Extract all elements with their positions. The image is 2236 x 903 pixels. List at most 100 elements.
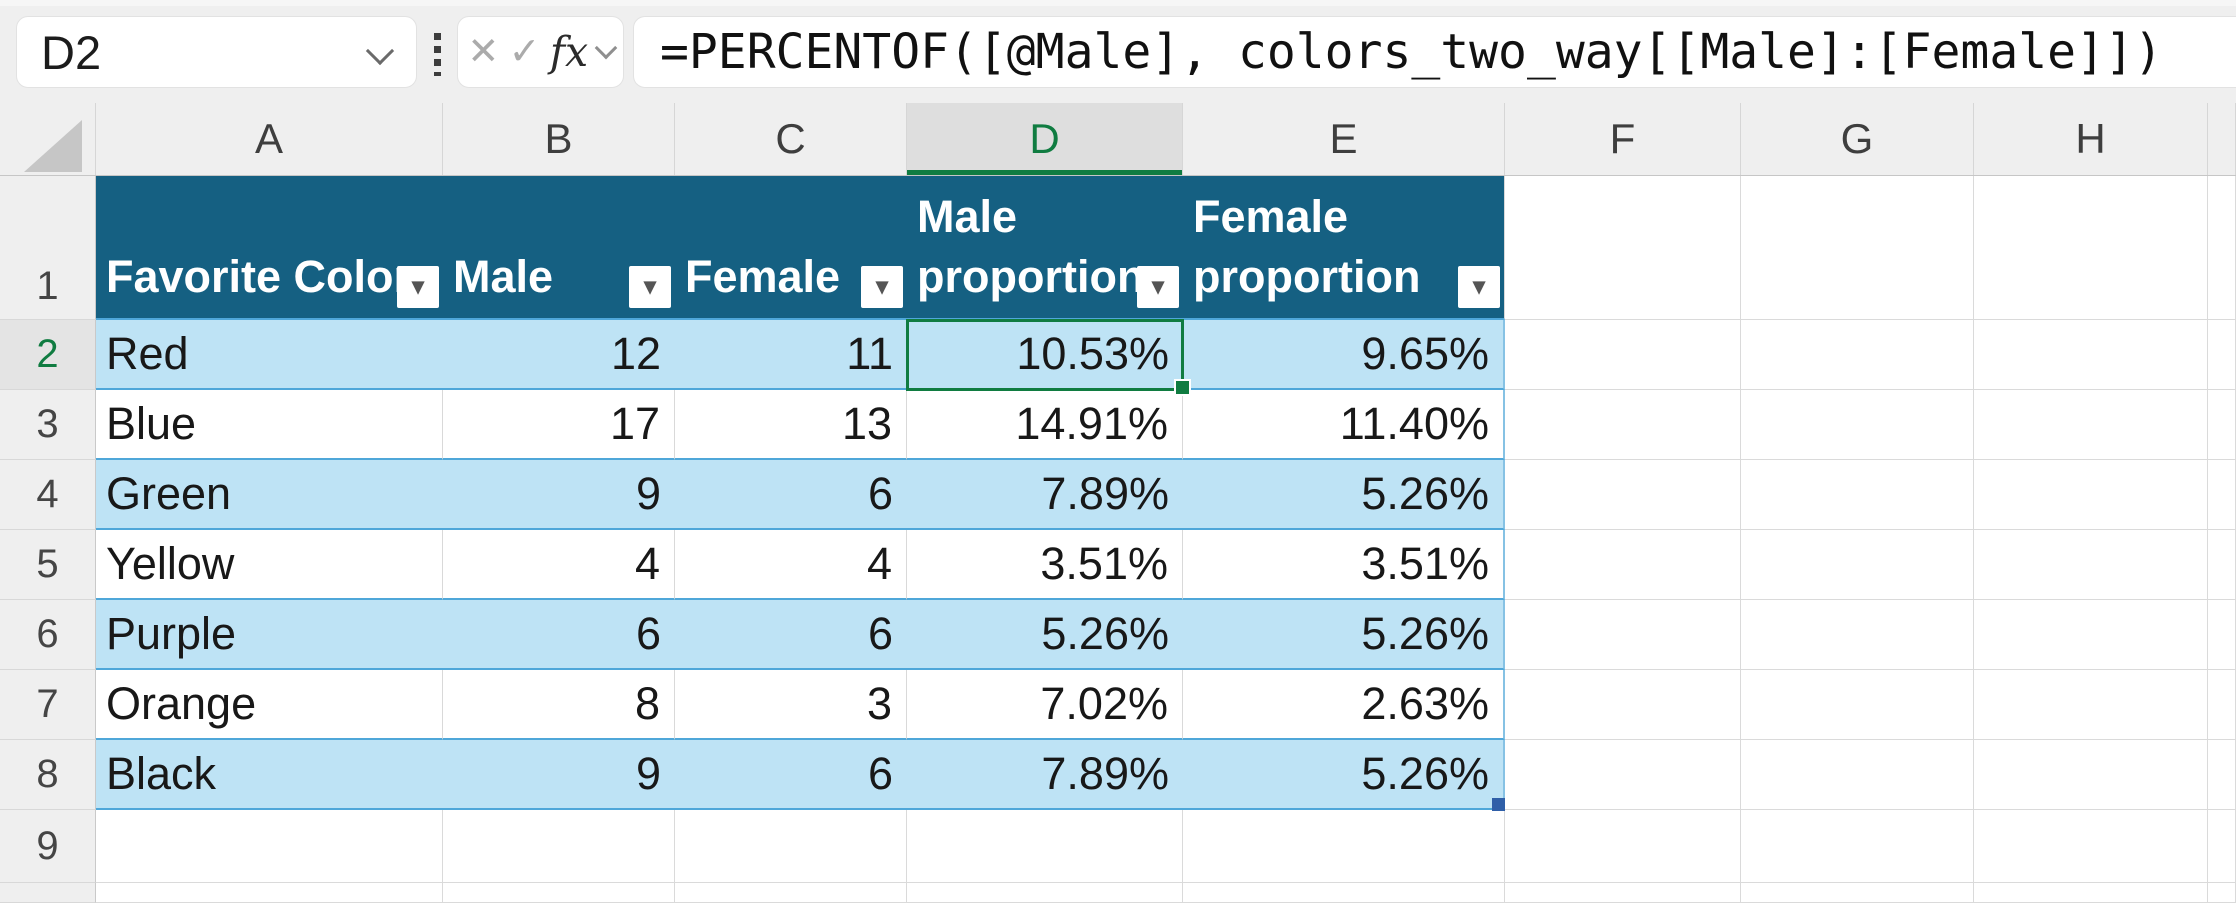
- cell-B8[interactable]: 9: [443, 740, 675, 810]
- empty-cell[interactable]: [1505, 600, 1741, 670]
- table-header-male[interactable]: Male ▾: [443, 176, 675, 320]
- cell-A8[interactable]: Black: [96, 740, 443, 810]
- cancel-icon[interactable]: ✕: [467, 31, 500, 73]
- name-box-chevron-down-icon[interactable]: [365, 36, 395, 66]
- empty-cell[interactable]: [675, 810, 907, 883]
- empty-cell[interactable]: [1974, 810, 2208, 883]
- row-header-10[interactable]: [0, 883, 96, 903]
- empty-cell[interactable]: [1741, 883, 1974, 903]
- select-all-button[interactable]: [0, 103, 96, 175]
- table-header-female-proportion[interactable]: Female proportion ▾: [1183, 176, 1505, 320]
- empty-cell[interactable]: [1505, 530, 1741, 600]
- empty-cell-F1[interactable]: [1505, 176, 1741, 320]
- column-header-H[interactable]: H: [1974, 103, 2208, 175]
- empty-cell[interactable]: [1974, 390, 2208, 460]
- empty-cell[interactable]: [1974, 600, 2208, 670]
- cell-C4[interactable]: 6: [675, 460, 907, 530]
- cell-D7[interactable]: 7.02%: [907, 670, 1183, 740]
- cell-E5[interactable]: 3.51%: [1183, 530, 1505, 600]
- formula-bar-input[interactable]: =PERCENTOF([@Male], colors_two_way[[Male…: [633, 16, 2236, 88]
- empty-cell[interactable]: [1505, 670, 1741, 740]
- row-header-7[interactable]: 7: [0, 670, 96, 740]
- empty-cell[interactable]: [1183, 810, 1505, 883]
- empty-cell-G1[interactable]: [1741, 176, 1974, 320]
- empty-cell[interactable]: [2208, 320, 2236, 390]
- empty-cell[interactable]: [1974, 320, 2208, 390]
- empty-cell-partial[interactable]: [2208, 176, 2236, 320]
- empty-cell[interactable]: [1974, 460, 2208, 530]
- cell-C6[interactable]: 6: [675, 600, 907, 670]
- empty-cell[interactable]: [675, 883, 907, 903]
- cell-D6[interactable]: 5.26%: [907, 600, 1183, 670]
- cell-C3[interactable]: 13: [675, 390, 907, 460]
- row-header-1[interactable]: 1: [0, 176, 96, 320]
- cell-A5[interactable]: Yellow: [96, 530, 443, 600]
- column-header-B[interactable]: B: [443, 103, 675, 175]
- table-resize-handle[interactable]: [1492, 798, 1505, 811]
- empty-cell[interactable]: [2208, 670, 2236, 740]
- empty-cell[interactable]: [1505, 810, 1741, 883]
- cell-E4[interactable]: 5.26%: [1183, 460, 1505, 530]
- cell-A3[interactable]: Blue: [96, 390, 443, 460]
- empty-cell[interactable]: [1741, 740, 1974, 810]
- cell-D5[interactable]: 3.51%: [907, 530, 1183, 600]
- cell-C8[interactable]: 6: [675, 740, 907, 810]
- empty-cell[interactable]: [96, 883, 443, 903]
- empty-cell[interactable]: [1741, 390, 1974, 460]
- cell-C2[interactable]: 11: [675, 320, 907, 390]
- enter-icon[interactable]: ✓: [508, 31, 541, 73]
- formula-options-chevron-down-icon[interactable]: [594, 36, 617, 60]
- row-header-9[interactable]: 9: [0, 810, 96, 883]
- column-header-G[interactable]: G: [1741, 103, 1974, 175]
- empty-cell[interactable]: [1974, 883, 2208, 903]
- cell-E3[interactable]: 11.40%: [1183, 390, 1505, 460]
- empty-cell[interactable]: [2208, 530, 2236, 600]
- empty-cell[interactable]: [1505, 460, 1741, 530]
- cell-D8[interactable]: 7.89%: [907, 740, 1183, 810]
- empty-cell-H1[interactable]: [1974, 176, 2208, 320]
- filter-button[interactable]: ▾: [861, 266, 903, 308]
- table-header-female[interactable]: Female ▾: [675, 176, 907, 320]
- column-header-E[interactable]: E: [1183, 103, 1505, 175]
- cell-A2[interactable]: Red: [96, 320, 443, 390]
- cell-E8[interactable]: 5.26%: [1183, 740, 1505, 811]
- row-header-5[interactable]: 5: [0, 530, 96, 600]
- empty-cell[interactable]: [2208, 600, 2236, 670]
- formula-bar-drag-handle-icon[interactable]: [434, 33, 441, 76]
- empty-cell[interactable]: [1974, 530, 2208, 600]
- cell-A4[interactable]: Green: [96, 460, 443, 530]
- name-box[interactable]: D2: [16, 16, 417, 88]
- cell-B4[interactable]: 9: [443, 460, 675, 530]
- empty-cell[interactable]: [96, 810, 443, 883]
- filter-button[interactable]: ▾: [629, 266, 671, 308]
- empty-cell[interactable]: [1741, 320, 1974, 390]
- empty-cell[interactable]: [1505, 390, 1741, 460]
- column-header-C[interactable]: C: [675, 103, 907, 175]
- empty-cell[interactable]: [2208, 390, 2236, 460]
- selection-fill-handle[interactable]: [1174, 379, 1191, 396]
- empty-cell[interactable]: [1741, 600, 1974, 670]
- cell-D2-selected[interactable]: 10.53%: [906, 319, 1191, 396]
- row-header-6[interactable]: 6: [0, 600, 96, 670]
- column-header-A[interactable]: A: [96, 103, 443, 175]
- cell-B7[interactable]: 8: [443, 670, 675, 740]
- table-header-favorite-color[interactable]: Favorite Color ▾: [96, 176, 443, 320]
- empty-cell[interactable]: [1183, 883, 1505, 903]
- cell-D3[interactable]: 14.91%: [907, 390, 1183, 460]
- cell-E7[interactable]: 2.63%: [1183, 670, 1505, 740]
- empty-cell[interactable]: [2208, 883, 2236, 903]
- filter-button[interactable]: ▾: [397, 266, 439, 308]
- empty-cell[interactable]: [907, 883, 1183, 903]
- insert-function-icon[interactable]: fx: [549, 27, 589, 76]
- cell-C7[interactable]: 3: [675, 670, 907, 740]
- empty-cell[interactable]: [443, 810, 675, 883]
- cell-D4[interactable]: 7.89%: [907, 460, 1183, 530]
- empty-cell[interactable]: [1974, 740, 2208, 810]
- empty-cell[interactable]: [2208, 810, 2236, 883]
- empty-cell[interactable]: [1505, 883, 1741, 903]
- filter-button[interactable]: ▾: [1458, 266, 1500, 308]
- empty-cell[interactable]: [2208, 740, 2236, 810]
- empty-cell[interactable]: [2208, 460, 2236, 530]
- filter-button[interactable]: ▾: [1137, 266, 1179, 308]
- empty-cell[interactable]: [1741, 810, 1974, 883]
